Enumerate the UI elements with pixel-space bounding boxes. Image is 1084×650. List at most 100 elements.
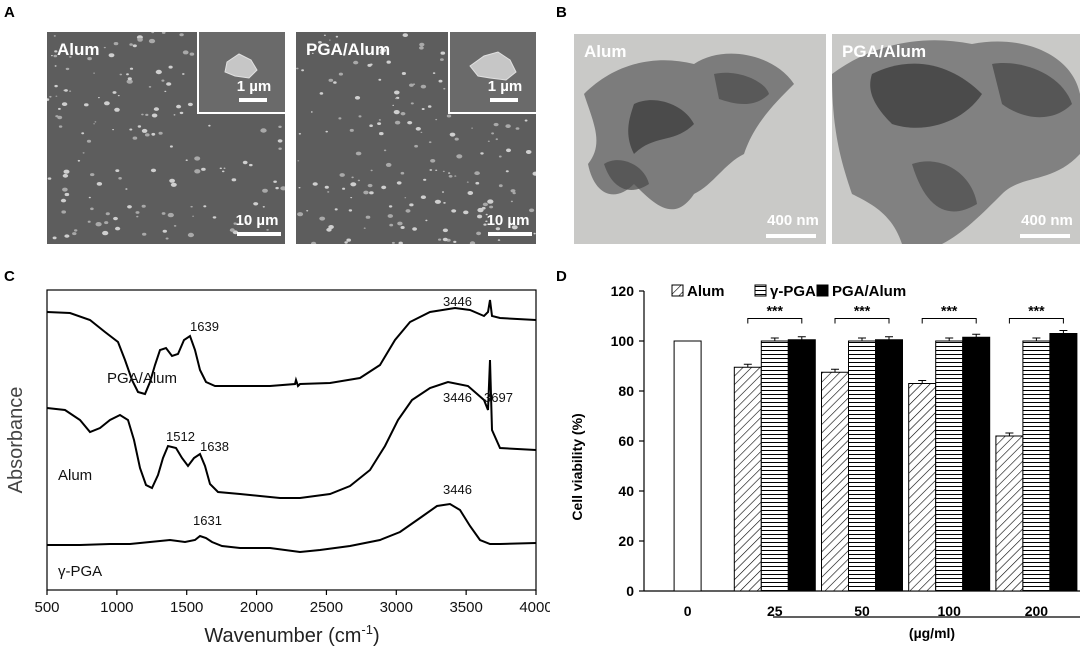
sem-particle	[395, 97, 398, 100]
sem-particle	[512, 192, 516, 195]
sem-particle	[64, 89, 68, 92]
sem-particle	[369, 124, 373, 127]
sem-particle	[58, 125, 63, 128]
sem-particle	[51, 55, 53, 57]
sem-particle	[74, 229, 78, 232]
sem-particle	[358, 115, 362, 118]
y-tick-label: 100	[611, 333, 635, 349]
legend-label: γ-PGA	[770, 283, 816, 300]
sem-particle	[77, 159, 81, 162]
sem-particle	[90, 207, 94, 211]
sem-particle	[52, 236, 57, 240]
sem-particle	[466, 181, 469, 183]
sem-particle	[81, 132, 85, 135]
sem-particle	[112, 91, 117, 94]
tem-aggregate	[832, 40, 1080, 244]
sem-particle	[187, 232, 194, 238]
sem-particle	[212, 216, 217, 219]
sem-particle	[179, 111, 184, 115]
sem-particle	[93, 123, 95, 125]
sem-particle	[363, 190, 369, 195]
sem-particle	[201, 167, 206, 171]
sem-particle	[385, 162, 392, 167]
sem-particle	[393, 110, 400, 115]
tem-aggregate	[584, 53, 794, 210]
sem-particle	[82, 152, 85, 154]
sem-particle	[262, 188, 268, 193]
sem-particle	[113, 216, 118, 221]
sem-particle	[477, 207, 484, 213]
sem-particle	[379, 132, 384, 136]
scale-label: 10 µm	[235, 212, 279, 229]
sem-particle	[438, 238, 442, 241]
bar	[908, 383, 937, 592]
sem-particle	[119, 73, 123, 76]
sem-particle	[505, 124, 511, 128]
sem-particle	[412, 227, 417, 231]
sem-particle	[61, 102, 68, 106]
sem-particle	[420, 195, 426, 199]
sem-particle	[203, 205, 207, 208]
x-tick-label: 2000	[240, 599, 273, 616]
legend-swatch	[671, 284, 684, 297]
sem-particle	[428, 141, 432, 144]
sem-particle	[57, 115, 63, 120]
sem-particle	[367, 183, 373, 188]
sem-particle	[105, 212, 110, 216]
bar	[760, 340, 789, 592]
sem-particle	[164, 90, 167, 93]
sem-particle	[389, 223, 394, 227]
panel-d-label: D	[556, 268, 567, 285]
sem-particle	[127, 205, 132, 209]
peak-label: 1638	[200, 439, 229, 454]
sem-particle	[396, 181, 402, 185]
bar	[821, 371, 849, 592]
image-title: Alum	[584, 42, 627, 61]
bars	[673, 330, 1078, 592]
sem-particle	[410, 102, 414, 105]
sem-particle	[135, 211, 140, 214]
sem-particle	[90, 173, 95, 177]
bar	[1022, 340, 1051, 592]
sem-particle	[231, 178, 237, 182]
sem-particle	[485, 220, 488, 223]
ftir-chart: 500 1000 1500 2000 2500 3000 3500 4000 Absorban…	[5, 289, 550, 647]
sem-particle	[420, 84, 427, 89]
sem-particle	[113, 42, 119, 46]
sem-particle	[489, 205, 494, 209]
x-tick-label: 0	[684, 603, 692, 619]
sem-particle	[166, 82, 172, 86]
sem-particle	[350, 182, 357, 187]
sem-particle	[394, 120, 401, 125]
trace-label: γ-PGA	[58, 563, 102, 580]
bar	[875, 339, 903, 592]
sem-particle	[257, 226, 260, 228]
sem-particle	[296, 67, 299, 70]
sem-particle	[319, 92, 324, 95]
viability-chart: 0 20 40 60 80 100 120 0 25 50 100 200 *** *** *** *** …	[569, 283, 1080, 641]
bar	[848, 340, 876, 592]
sem-particle	[96, 182, 103, 186]
sem-particle	[394, 90, 400, 95]
inset-scale-label: 1 µm	[236, 78, 272, 95]
sem-particle	[233, 222, 237, 225]
plot-frame	[46, 289, 537, 591]
sem-particle	[151, 132, 156, 136]
sem-particle	[53, 54, 58, 58]
scale-label: 400 nm	[767, 212, 819, 229]
sem-particle	[441, 191, 445, 193]
sem-particle	[487, 199, 494, 204]
panel-a-label: A	[4, 4, 15, 21]
sem-particle	[419, 46, 424, 50]
sem-particle	[469, 241, 476, 244]
sig-bracket	[747, 318, 803, 324]
bar	[935, 340, 964, 592]
sem-particle	[151, 113, 158, 118]
peak-label: 1639	[190, 319, 219, 334]
sem-particle	[137, 125, 142, 128]
trace-pga-alum	[46, 299, 537, 396]
sem-particle	[301, 69, 304, 72]
sem-particle	[54, 65, 57, 67]
sem-particle	[377, 122, 382, 125]
x-axis-label: (µg/ml)	[909, 625, 955, 641]
